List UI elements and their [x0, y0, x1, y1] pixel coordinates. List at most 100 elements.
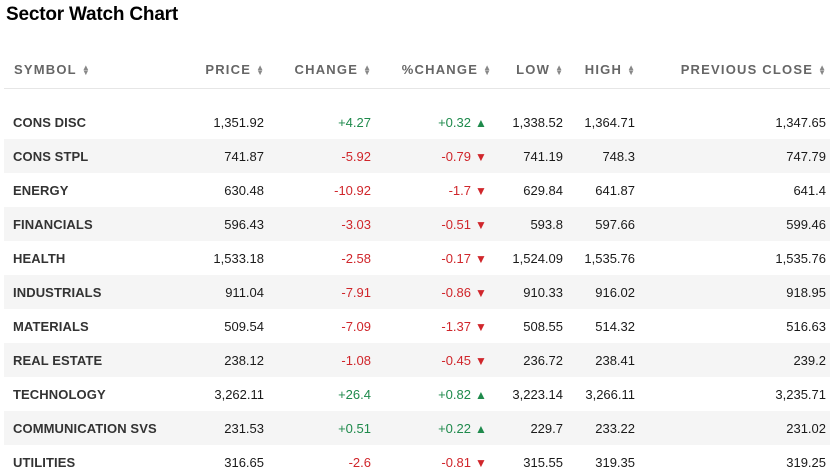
sector-table: SYMBOL ▲ ▼ PRICE ▲ ▼ CHANGE ▲ ▼ %CHANGE ▲ ▼ LOW ▲… — [4, 50, 830, 471]
pct-change-value: +0.82 — [438, 386, 471, 402]
table-row[interactable]: TECHNOLOGY 3,262.11 +26.4 +0.82 ▲ 3,223.14 3,2… — [4, 377, 830, 411]
table-row[interactable]: UTILITIES 316.65 -2.6 -0.81 ▼ 315.55 319.35 319… — [4, 445, 830, 471]
table-body: CONS DISC 1,351.92 +4.27 +0.32 ▲ 1,338.52 1,36… — [4, 105, 830, 471]
sort-updown-icon[interactable]: ▲ ▼ — [483, 63, 491, 78]
sort-updown-icon[interactable]: ▲ ▼ — [81, 63, 90, 78]
triangle-down-icon: ▼ — [475, 149, 487, 164]
table-header-row: SYMBOL ▲ ▼ PRICE ▲ ▼ CHANGE ▲ ▼ %CHANGE ▲ ▼ LOW ▲… — [4, 50, 830, 89]
symbol-cell[interactable]: INDUSTRIALS — [4, 275, 164, 309]
triangle-down-icon: ▼ — [475, 455, 487, 470]
high-cell: 748.3 — [563, 139, 635, 173]
low-cell: 508.55 — [523, 318, 563, 334]
pct-change-cell: -0.79 ▼ — [371, 139, 491, 173]
table-row[interactable]: REAL ESTATE 238.12 -1.08 -0.45 ▼ 236.72 238.41… — [4, 343, 830, 377]
price-cell: 509.54 — [224, 318, 264, 334]
symbol-cell[interactable]: REAL ESTATE — [4, 343, 164, 377]
pct-change-value: -0.45 — [441, 352, 471, 368]
previous-close-cell: 747.79 — [635, 139, 830, 173]
table-row[interactable]: CONS STPL 741.87 -5.92 -0.79 ▼ 741.19 748.3 747… — [4, 139, 830, 173]
triangle-up-icon: ▲ — [475, 421, 487, 436]
column-header-change[interactable]: CHANGE ▲ ▼ — [264, 50, 371, 89]
column-header-pct-change[interactable]: %CHANGE ▲ ▼ — [371, 50, 491, 89]
low-cell: 1,524.09 — [512, 250, 563, 266]
price-cell: 316.65 — [224, 454, 264, 470]
pct-change-cell: +0.22 ▲ — [371, 411, 491, 445]
previous-close-cell: 239.2 — [635, 343, 830, 377]
pct-change-value: -0.86 — [441, 284, 471, 300]
change-cell: -2.58 — [341, 250, 371, 266]
change-cell: +0.51 — [264, 411, 371, 445]
pct-change-value: +0.22 — [438, 420, 471, 436]
change-cell: -10.92 — [334, 182, 371, 198]
sort-updown-icon[interactable]: ▲ ▼ — [363, 63, 371, 78]
symbol-cell[interactable]: ENERGY — [13, 182, 69, 198]
low-cell: 3,223.14 — [512, 386, 563, 402]
previous-close-cell: 516.63 — [786, 318, 826, 334]
triangle-down-icon: ▼ — [475, 285, 487, 300]
pct-change-cell: +0.82 ▲ — [371, 377, 491, 411]
previous-close-cell: 641.4 — [793, 182, 826, 198]
price-cell: 741.87 — [164, 139, 264, 173]
column-header-previous-close[interactable]: PREVIOUS CLOSE ▲ ▼ — [635, 50, 830, 89]
sort-updown-icon[interactable]: ▲ ▼ — [627, 63, 635, 78]
table-row[interactable]: MATERIALS 509.54 -7.09 -1.37 ▼ 508.55 514.32 51… — [4, 309, 830, 343]
low-cell: 236.72 — [491, 343, 563, 377]
symbol-cell[interactable]: MATERIALS — [13, 318, 89, 334]
table-row[interactable]: HEALTH 1,533.18 -2.58 -0.17 ▼ 1,524.09 1,535.7… — [4, 241, 830, 275]
pct-change-cell: -0.17 ▼ — [371, 241, 491, 275]
low-cell: 629.84 — [523, 182, 563, 198]
column-header-price[interactable]: PRICE ▲ ▼ — [164, 50, 264, 89]
symbol-cell[interactable]: UTILITIES — [13, 454, 76, 470]
sort-updown-icon[interactable]: ▲ ▼ — [256, 63, 264, 78]
high-cell: 641.87 — [595, 182, 635, 198]
table-row[interactable]: COMMUNICATION SVS 231.53 +0.51 +0.22 ▲ 229.7 2… — [4, 411, 830, 445]
price-cell: 238.12 — [164, 343, 264, 377]
high-cell: 3,266.11 — [585, 386, 635, 402]
triangle-down-icon: ▼ — [475, 319, 487, 334]
pct-change-cell: -1.37 ▼ — [371, 309, 491, 343]
page-title: Sector Watch Chart — [6, 4, 179, 25]
high-cell: 597.66 — [563, 207, 635, 241]
previous-close-cell: 1,535.76 — [775, 250, 826, 266]
sort-updown-icon[interactable]: ▲ ▼ — [555, 63, 563, 78]
triangle-down-icon: ▼ — [475, 183, 487, 198]
triangle-up-icon: ▲ — [475, 387, 487, 402]
triangle-down-icon: ▼ — [475, 251, 487, 266]
column-header-high[interactable]: HIGH ▲ ▼ — [563, 50, 635, 89]
high-cell: 916.02 — [563, 275, 635, 309]
table-row[interactable]: INDUSTRIALS 911.04 -7.91 -0.86 ▼ 910.33 916.02… — [4, 275, 830, 309]
pct-change-cell: +0.32 ▲ — [371, 105, 491, 139]
symbol-cell[interactable]: FINANCIALS — [4, 207, 164, 241]
pct-change-value: -1.7 — [448, 182, 471, 198]
table-row[interactable]: ENERGY 630.48 -10.92 -1.7 ▼ 629.84 641.87 641.4 — [4, 173, 830, 207]
previous-close-cell: 319.25 — [786, 454, 826, 470]
high-cell: 238.41 — [563, 343, 635, 377]
symbol-cell[interactable]: TECHNOLOGY — [13, 386, 106, 402]
price-cell: 231.53 — [164, 411, 264, 445]
change-cell: -2.6 — [348, 454, 371, 470]
symbol-cell[interactable]: HEALTH — [13, 250, 66, 266]
pct-change-cell: -0.86 ▼ — [371, 275, 491, 309]
symbol-cell[interactable]: CONS STPL — [4, 139, 164, 173]
symbol-cell[interactable]: COMMUNICATION SVS — [4, 411, 164, 445]
column-header-symbol[interactable]: SYMBOL ▲ ▼ — [4, 50, 164, 89]
change-cell: -7.91 — [264, 275, 371, 309]
change-cell: -7.09 — [341, 318, 371, 334]
table-row[interactable]: FINANCIALS 596.43 -3.03 -0.51 ▼ 593.8 597.66 59… — [4, 207, 830, 241]
triangle-up-icon: ▲ — [475, 115, 487, 130]
price-cell: 630.48 — [224, 182, 264, 198]
change-cell: +26.4 — [338, 386, 371, 402]
table-row[interactable]: CONS DISC 1,351.92 +4.27 +0.32 ▲ 1,338.52 1,36… — [4, 105, 830, 139]
column-header-low[interactable]: LOW ▲ ▼ — [491, 50, 563, 89]
pct-change-value: -0.79 — [441, 148, 471, 164]
pct-change-cell: -0.45 ▼ — [371, 343, 491, 377]
triangle-down-icon: ▼ — [475, 217, 487, 232]
pct-change-value: -1.37 — [441, 318, 471, 334]
low-cell: 315.55 — [523, 454, 563, 470]
high-cell: 319.35 — [595, 454, 635, 470]
sort-updown-icon[interactable]: ▲ ▼ — [818, 63, 826, 78]
price-cell: 1,351.92 — [213, 114, 264, 130]
symbol-cell[interactable]: CONS DISC — [13, 114, 87, 130]
pct-change-value: -0.51 — [441, 216, 471, 232]
